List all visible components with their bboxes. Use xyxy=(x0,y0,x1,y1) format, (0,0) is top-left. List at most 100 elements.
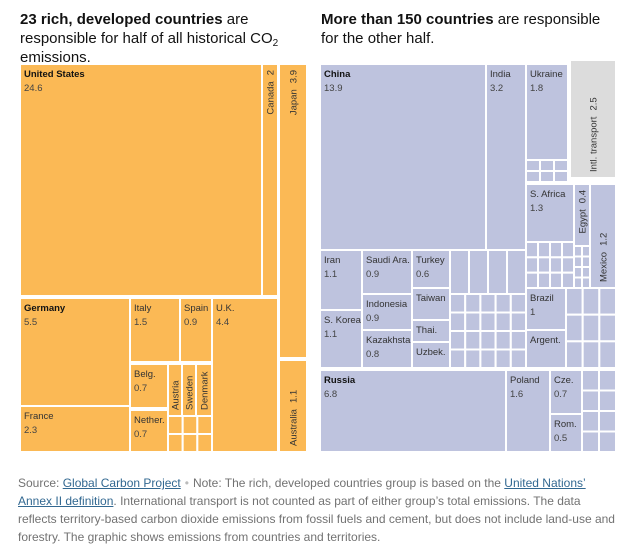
left-title-rest: are responsible for half of all historic… xyxy=(20,11,273,47)
label-thai: Thai. xyxy=(416,325,437,336)
label-brazil: Brazil xyxy=(530,293,554,304)
cell-india xyxy=(485,63,527,251)
label-taiwan: Taiwan xyxy=(416,293,446,304)
cell-italy xyxy=(129,297,181,363)
value-nether: 0.7 xyxy=(134,429,147,440)
cell-japan xyxy=(278,63,308,359)
small-country-cell xyxy=(565,313,584,343)
value-turkey: 0.6 xyxy=(416,269,429,280)
cell-australia xyxy=(278,359,308,453)
small-country-cell xyxy=(581,410,600,433)
small-country-cell xyxy=(581,369,600,392)
small-country-cell xyxy=(561,271,575,289)
label-france: France xyxy=(24,411,54,422)
small-country-cell xyxy=(449,249,470,295)
small-country-cell xyxy=(565,287,584,316)
label-united-states: United States xyxy=(24,69,85,80)
cell-nether xyxy=(129,409,169,453)
small-country-cell xyxy=(581,245,591,258)
right-group-title: More than 150 countries are responsible … xyxy=(321,10,621,48)
value-kazakhstan: 0.8 xyxy=(366,349,379,360)
label-cze: Cze. xyxy=(554,375,574,386)
value-belg: 0.7 xyxy=(134,383,147,394)
small-country-cell xyxy=(598,389,617,412)
value-japan: 3.9 xyxy=(289,70,300,83)
left-group-title: 23 rich, developed countries are respons… xyxy=(20,10,310,67)
small-country-cell xyxy=(525,170,541,183)
cell-iran xyxy=(319,249,363,311)
label-denmark: Denmark xyxy=(200,371,211,410)
label-u-k: U.K. xyxy=(216,303,234,314)
label-text-denmark: Denmark xyxy=(200,371,211,410)
small-country-cell xyxy=(494,293,512,314)
small-country-cell xyxy=(598,410,617,433)
small-country-cell xyxy=(581,340,601,370)
right-title-rest: are responsible for the other half. xyxy=(321,11,601,47)
label-russia: Russia xyxy=(324,375,356,386)
small-country-cell xyxy=(598,369,617,392)
value-egypt: 0.4 xyxy=(578,190,589,203)
label-s-africa: S. Africa xyxy=(530,189,566,200)
small-country-cell xyxy=(479,293,497,314)
co2-subscript: 2 xyxy=(272,38,279,49)
label-egypt: Egypt 0.4 xyxy=(578,190,589,234)
small-country-cell xyxy=(553,159,569,172)
small-country-cell xyxy=(494,330,512,351)
small-country-cell xyxy=(549,241,563,259)
label-mexico: Mexico 1.2 xyxy=(599,233,610,282)
note-prefix: Note: The rich, developed countries grou… xyxy=(192,476,505,490)
small-country-cell xyxy=(525,241,539,259)
value-indonesia: 0.9 xyxy=(366,313,379,324)
cell-s-korea xyxy=(319,309,363,369)
small-country-cell xyxy=(598,287,617,316)
small-country-cell xyxy=(581,287,601,316)
small-country-cell xyxy=(598,313,617,343)
cell-ukraine xyxy=(525,63,569,161)
value-india: 3.2 xyxy=(490,83,503,94)
left-title-end: emissions. xyxy=(20,49,91,66)
small-country-cell xyxy=(573,276,583,289)
label-china: China xyxy=(324,69,351,80)
small-country-cell xyxy=(479,348,497,369)
value-rom: 0.5 xyxy=(554,433,567,444)
small-country-cell xyxy=(181,415,199,435)
source-prefix: Source: xyxy=(18,476,63,490)
small-country-cell xyxy=(581,266,591,279)
small-country-cell xyxy=(598,340,617,370)
cell-germany xyxy=(19,297,131,407)
value-australia: 1.1 xyxy=(289,390,300,403)
small-country-cell xyxy=(525,256,539,274)
small-country-cell xyxy=(509,311,527,332)
small-country-cell xyxy=(506,249,527,295)
small-country-cell xyxy=(561,241,575,259)
value-france: 2.3 xyxy=(24,425,37,436)
small-country-cell xyxy=(464,348,482,369)
label-text-canada: Canada xyxy=(266,81,277,115)
cell-united-states xyxy=(19,63,279,297)
small-country-cell xyxy=(509,348,527,369)
small-country-cell xyxy=(573,245,583,258)
label-ukraine: Ukraine xyxy=(530,69,563,80)
value-s-korea: 1.1 xyxy=(324,329,337,340)
label-kazakhstan: Kazakhstan xyxy=(366,335,416,346)
cell-kazakhstan xyxy=(361,329,413,369)
cell-intl-transport xyxy=(569,59,617,179)
source-note: Source: Global Carbon Project • Note: The … xyxy=(18,474,618,546)
treemap-chart: United States 24.6 Canada 2Canada 2 Japan 3.9 A… xyxy=(19,59,617,453)
value-mexico: 1.2 xyxy=(599,233,610,246)
small-country-cell xyxy=(449,330,467,351)
global-carbon-project-link[interactable]: Global Carbon Project xyxy=(62,476,181,490)
small-country-cell xyxy=(581,255,591,268)
small-country-cell xyxy=(525,159,541,172)
label-argent: Argent. xyxy=(530,335,561,346)
annex-ii-link[interactable]: United Nations’ Annex II definition xyxy=(18,476,586,508)
value-u-k: 4.4 xyxy=(216,317,229,328)
value-poland: 1.6 xyxy=(510,389,523,400)
small-country-cell xyxy=(537,241,551,259)
small-country-cell xyxy=(494,348,512,369)
value-china: 13.9 xyxy=(324,83,343,94)
small-country-cell xyxy=(565,340,584,370)
cell-russia xyxy=(319,369,507,453)
label-belg: Belg. xyxy=(134,369,156,380)
small-country-cell xyxy=(553,170,569,183)
